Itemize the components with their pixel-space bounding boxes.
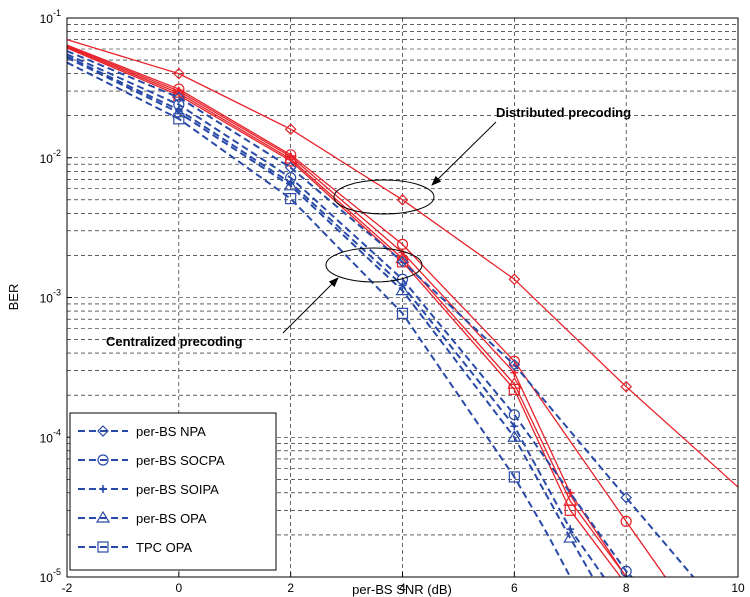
- legend-marker: [97, 541, 109, 553]
- data-point: [508, 273, 521, 286]
- legend-marker: [99, 485, 107, 493]
- data-point: [396, 307, 409, 319]
- data-point: [285, 155, 297, 167]
- data-point: [508, 471, 520, 483]
- series-centralized-tpc-opa: [66, 61, 572, 578]
- x-tick-label: 0: [175, 581, 182, 595]
- centralized-arrow: [282, 277, 339, 334]
- data-point: [172, 67, 185, 80]
- series-distributed-per-bs-npa: [66, 39, 739, 488]
- series-line: [66, 53, 633, 578]
- data-point: [507, 430, 522, 442]
- x-tick-label: 6: [511, 581, 518, 595]
- data-point: [395, 283, 410, 296]
- data-point: [171, 85, 186, 98]
- legend-item: TPC OPA: [78, 540, 192, 555]
- centralized-ellipse: [325, 247, 423, 283]
- distributed-ellipse: [333, 179, 435, 215]
- star-dot: [512, 370, 517, 375]
- distributed-arrow: [431, 121, 497, 186]
- series-centralized-per-bs-opa: [66, 56, 594, 578]
- data-point: [171, 105, 186, 118]
- data-point: [620, 491, 633, 504]
- series-line: [66, 39, 739, 488]
- data-point: [173, 113, 185, 125]
- centralized-annotation: Centralized precoding: [106, 334, 243, 349]
- legend-marker: [95, 510, 111, 523]
- data-point: [620, 380, 633, 393]
- legend-box: [69, 412, 277, 571]
- data-point: [284, 123, 297, 136]
- data-point: [563, 530, 578, 543]
- y-axis-label: BER: [6, 284, 21, 311]
- series-line: [66, 61, 572, 578]
- legend-marker: [97, 454, 109, 466]
- data-point: [508, 383, 520, 395]
- x-tick-label: 2: [287, 581, 294, 595]
- legend-label: per-BS SOIPA: [136, 482, 219, 497]
- legend-item: per-BS NPA: [78, 424, 206, 439]
- legend-label: TPC OPA: [136, 540, 192, 555]
- x-axis-label: per-BS SNR (dB): [352, 582, 452, 597]
- legend: per-BS NPA per-BS SOCPA per-BS SOIPA per-BS…: [69, 412, 277, 571]
- data-point: [285, 193, 297, 205]
- star-dot: [101, 487, 105, 491]
- data-point: [396, 255, 409, 268]
- data-point: [508, 358, 521, 371]
- legend-marker: [97, 425, 109, 437]
- star-dot: [568, 527, 573, 531]
- data-point: [620, 515, 632, 527]
- legend-item: per-BS SOCPA: [78, 453, 225, 468]
- legend-item: per-BS OPA: [78, 510, 207, 526]
- data-point: [508, 409, 520, 421]
- series-line: [66, 50, 695, 578]
- star-dot: [512, 424, 517, 428]
- legend-label: per-BS NPA: [136, 424, 206, 439]
- data-point: [507, 376, 522, 389]
- legend-item: per-BS SOIPA: [78, 482, 219, 497]
- legend-label: per-BS SOCPA: [136, 453, 225, 468]
- x-tick-label: 10: [731, 581, 745, 595]
- data-point: [396, 193, 409, 206]
- distributed-annotation: Distributed precoding: [496, 105, 631, 120]
- x-tick-label: 4: [399, 581, 406, 595]
- series-line: [66, 56, 594, 578]
- data-point: [172, 91, 185, 104]
- x-tick-label: 8: [623, 581, 630, 595]
- data-point: [510, 422, 519, 431]
- x-tick-label: -2: [62, 581, 73, 595]
- data-point: [283, 178, 298, 191]
- data-point: [564, 504, 576, 516]
- legend-label: per-BS OPA: [136, 511, 207, 526]
- series-group: [66, 39, 739, 578]
